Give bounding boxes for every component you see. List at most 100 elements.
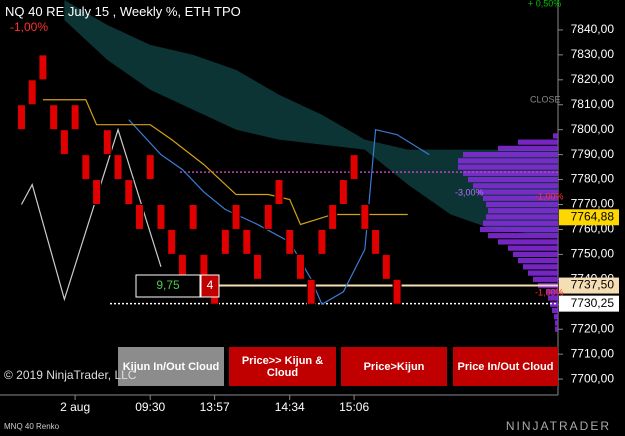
y-tick-label: 7720,00 xyxy=(571,321,615,335)
renko-brick xyxy=(59,129,69,156)
price-marker xyxy=(559,277,619,294)
renko-brick xyxy=(392,278,402,305)
chart-title: NQ 40 RE July 15 , Weekly %, ETH TPO xyxy=(5,4,241,19)
renko-brick xyxy=(145,154,155,181)
ichimoku-cloud xyxy=(64,0,558,235)
renko-brick xyxy=(274,179,284,206)
y-tick-label: 7770,00 xyxy=(571,197,615,211)
y-tick-label: 7800,00 xyxy=(571,122,615,136)
renko-brick xyxy=(295,253,305,280)
volume-profile-bar xyxy=(483,195,558,201)
renko-brick xyxy=(263,204,273,230)
volume-profile-bar xyxy=(458,164,558,170)
x-tick-label: 13:57 xyxy=(200,400,230,414)
volume-profile-bar xyxy=(463,170,558,176)
instrument-label: MNQ 40 Renko xyxy=(4,422,60,431)
renko-brick xyxy=(70,104,80,131)
annotation: -3,00% xyxy=(455,187,484,197)
renko-brick xyxy=(338,179,348,206)
plot-area xyxy=(16,0,558,332)
volume-profile-bar xyxy=(488,208,558,214)
trade-distance: 9,75 xyxy=(156,278,180,292)
volume-profile-bar xyxy=(518,139,558,145)
volume-profile-bar xyxy=(555,320,558,326)
price-marker-label: 7730,25 xyxy=(571,296,615,310)
x-tick-label: 2 aug xyxy=(60,400,90,414)
y-tick-label: 7710,00 xyxy=(571,346,615,360)
renko-brick xyxy=(231,204,241,230)
renko-brick xyxy=(135,204,144,230)
annotation: + 0,50% xyxy=(528,0,561,8)
renko-brick xyxy=(113,154,123,181)
annotation: -1,00% xyxy=(535,287,564,297)
price-marker-label: 7764,88 xyxy=(571,209,615,223)
x-tick-label: 09:30 xyxy=(135,400,165,414)
renko-brick xyxy=(156,204,166,230)
volume-profile-bar xyxy=(528,270,558,276)
volume-profile-bar xyxy=(498,145,558,152)
y-tick-label: 7830,00 xyxy=(571,47,615,61)
volume-profile-bar xyxy=(480,226,558,233)
y-tick-label: 7750,00 xyxy=(571,247,615,261)
renko-brick xyxy=(167,228,177,255)
volume-profile-bar xyxy=(478,189,558,195)
volume-profile-bar xyxy=(513,251,558,257)
renko-brick xyxy=(27,79,37,106)
renko-brick xyxy=(242,228,252,255)
volume-profile-bar xyxy=(468,176,558,183)
x-tick-label: 14:34 xyxy=(275,400,305,414)
strategy-button[interactable]: Price>> Kijun & Cloud xyxy=(229,347,336,386)
renko-brick xyxy=(381,253,391,280)
renko-brick xyxy=(188,204,198,230)
price-marker-label: 7737,50 xyxy=(571,278,615,292)
trade-quantity-box xyxy=(200,274,220,298)
y-tick-label: 7790,00 xyxy=(571,147,615,161)
renko-brick xyxy=(306,278,316,305)
price-marker xyxy=(559,209,619,226)
renko-brick xyxy=(49,104,59,131)
y-tick-label: 7700,00 xyxy=(571,371,615,385)
price-line xyxy=(20,127,162,302)
volume-profile-bar xyxy=(546,289,558,295)
volume-profile-bar xyxy=(518,258,558,264)
annotation: -1,00% xyxy=(10,20,48,34)
trade-box xyxy=(135,274,201,298)
volume-profile-bar xyxy=(548,295,558,301)
volume-profile-bar xyxy=(555,326,558,332)
y-tick-label: 7810,00 xyxy=(571,97,615,111)
volume-profile-bar xyxy=(486,201,558,208)
strategy-button[interactable]: Price>Kijun xyxy=(341,347,447,386)
strategy-button[interactable]: Kijun In/Out Cloud xyxy=(118,347,224,386)
renko-brick xyxy=(253,253,263,280)
price-marker xyxy=(559,295,619,312)
renko-brick xyxy=(349,154,359,181)
renko-brick xyxy=(317,228,327,255)
renko-brick xyxy=(371,228,381,255)
volume-profile-bar xyxy=(523,264,558,270)
annotation: CLOSE xyxy=(530,94,561,104)
renko-brick xyxy=(220,228,230,255)
y-tick-label: 7840,00 xyxy=(571,22,615,36)
renko-brick xyxy=(360,204,370,230)
volume-profile-bar xyxy=(552,307,558,314)
volume-profile-bar xyxy=(486,214,558,220)
volume-profile-bar xyxy=(473,183,558,189)
volume-profile-bar xyxy=(508,245,558,251)
trade-quantity: 4 xyxy=(207,278,214,292)
renko-brick xyxy=(16,104,26,131)
brand-logo: NINJATRADER xyxy=(505,419,611,433)
annotation: -1,00% xyxy=(535,191,564,201)
renko-brick xyxy=(285,228,295,255)
renko-brick xyxy=(124,179,134,206)
strategy-button[interactable]: Price In/Out Cloud xyxy=(453,347,558,386)
x-tick-label: 15:06 xyxy=(339,400,369,414)
renko-brick xyxy=(92,179,102,206)
renko-brick xyxy=(102,129,112,156)
y-tick-label: 7780,00 xyxy=(571,172,615,186)
overlay: 7840,00 7830,00 7820,00 7810,00 7800,00 7790,… xyxy=(60,22,619,414)
volume-profile-bar xyxy=(498,239,558,245)
volume-profile-bar xyxy=(533,276,558,282)
copyright: © 2019 NinjaTrader, LLC xyxy=(4,368,137,382)
